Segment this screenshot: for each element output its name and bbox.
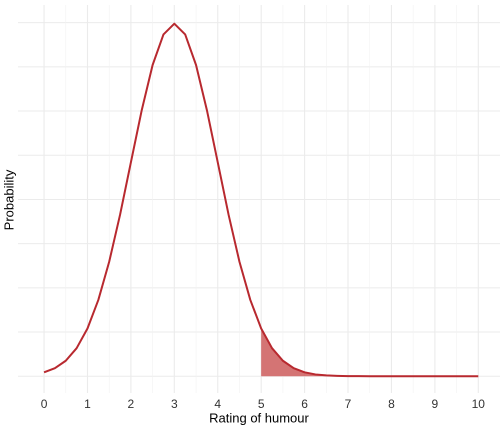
shaded-area (261, 328, 479, 377)
x-tick-label: 5 (258, 397, 265, 411)
x-tick-label: 7 (345, 397, 352, 411)
x-axis-label: Rating of humour (209, 410, 309, 425)
x-tick-label: 6 (301, 397, 308, 411)
x-tick-label: 0 (41, 397, 48, 411)
x-tick-label: 1 (84, 397, 91, 411)
x-tick-label: 2 (128, 397, 135, 411)
x-tick-label: 4 (214, 397, 221, 411)
y-axis-label: Probability (1, 169, 16, 230)
density-line (43, 22, 479, 378)
x-tick-label: 8 (388, 397, 395, 411)
x-tick-label: 3 (171, 397, 178, 411)
x-tick-label: 9 (432, 397, 439, 411)
x-tick-label: 10 (472, 397, 486, 411)
